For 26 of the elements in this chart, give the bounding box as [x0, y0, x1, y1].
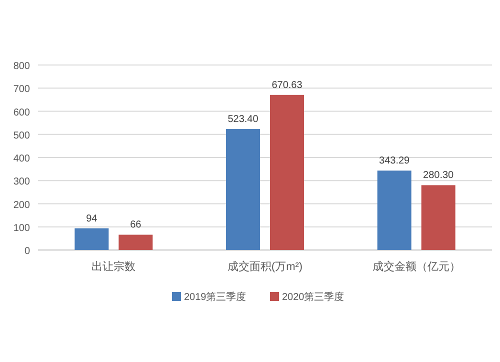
data-label: 523.40	[228, 114, 259, 125]
y-tick-label: 100	[13, 222, 30, 234]
x-tick-label: 成交金额（亿元）	[372, 260, 460, 273]
y-tick-label: 800	[13, 61, 30, 72]
legend-label: 2019第三季度	[184, 291, 246, 303]
x-tick-label: 成交面积(万m²)	[227, 260, 303, 273]
bar	[377, 170, 412, 250]
legend-label: 2020第三季度	[282, 291, 344, 303]
y-tick-label: 600	[13, 107, 30, 118]
data-label: 670.63	[272, 80, 303, 91]
bar	[270, 94, 304, 250]
data-label: 280.30	[423, 170, 454, 182]
x-tick-label: 出让宗数	[92, 260, 136, 273]
data-label: 94	[86, 213, 98, 224]
bar	[74, 228, 109, 250]
data-label: 66	[130, 220, 142, 231]
bar	[226, 128, 260, 250]
data-label: 343.29	[379, 156, 410, 167]
y-tick-label: 0	[24, 246, 30, 257]
y-tick-label: 700	[13, 84, 30, 96]
y-tick-label: 200	[13, 200, 30, 211]
y-tick-label: 300	[13, 176, 30, 188]
bar	[421, 185, 456, 250]
y-tick-label: 500	[13, 130, 30, 142]
bar	[118, 234, 153, 250]
y-tick-label: 400	[13, 154, 30, 164]
